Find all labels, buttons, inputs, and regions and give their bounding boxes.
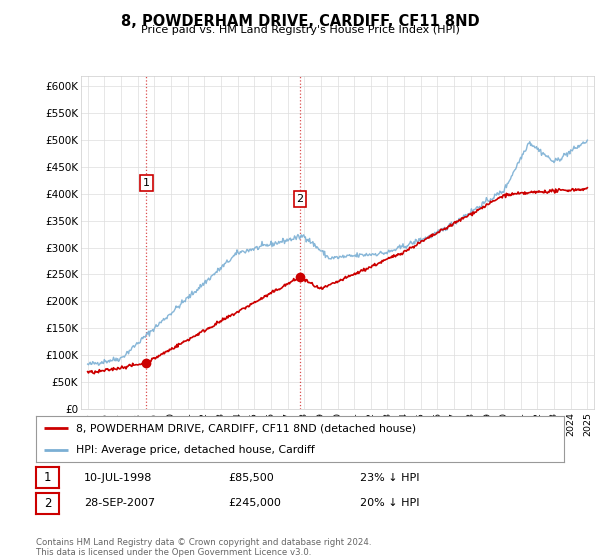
Text: 28-SEP-2007: 28-SEP-2007 — [84, 498, 155, 508]
Text: 8, POWDERHAM DRIVE, CARDIFF, CF11 8ND: 8, POWDERHAM DRIVE, CARDIFF, CF11 8ND — [121, 14, 479, 29]
Text: 10-JUL-1998: 10-JUL-1998 — [84, 473, 152, 483]
Text: 1: 1 — [143, 178, 150, 188]
Text: Contains HM Land Registry data © Crown copyright and database right 2024.
This d: Contains HM Land Registry data © Crown c… — [36, 538, 371, 557]
Text: 8, POWDERHAM DRIVE, CARDIFF, CF11 8ND (detached house): 8, POWDERHAM DRIVE, CARDIFF, CF11 8ND (d… — [76, 423, 416, 433]
Text: 2: 2 — [44, 497, 51, 510]
Text: 1: 1 — [44, 471, 51, 484]
Text: 23% ↓ HPI: 23% ↓ HPI — [360, 473, 419, 483]
Text: HPI: Average price, detached house, Cardiff: HPI: Average price, detached house, Card… — [76, 445, 314, 455]
Text: £245,000: £245,000 — [228, 498, 281, 508]
Text: Price paid vs. HM Land Registry's House Price Index (HPI): Price paid vs. HM Land Registry's House … — [140, 25, 460, 35]
Text: 20% ↓ HPI: 20% ↓ HPI — [360, 498, 419, 508]
Text: £85,500: £85,500 — [228, 473, 274, 483]
Text: 2: 2 — [296, 194, 304, 204]
